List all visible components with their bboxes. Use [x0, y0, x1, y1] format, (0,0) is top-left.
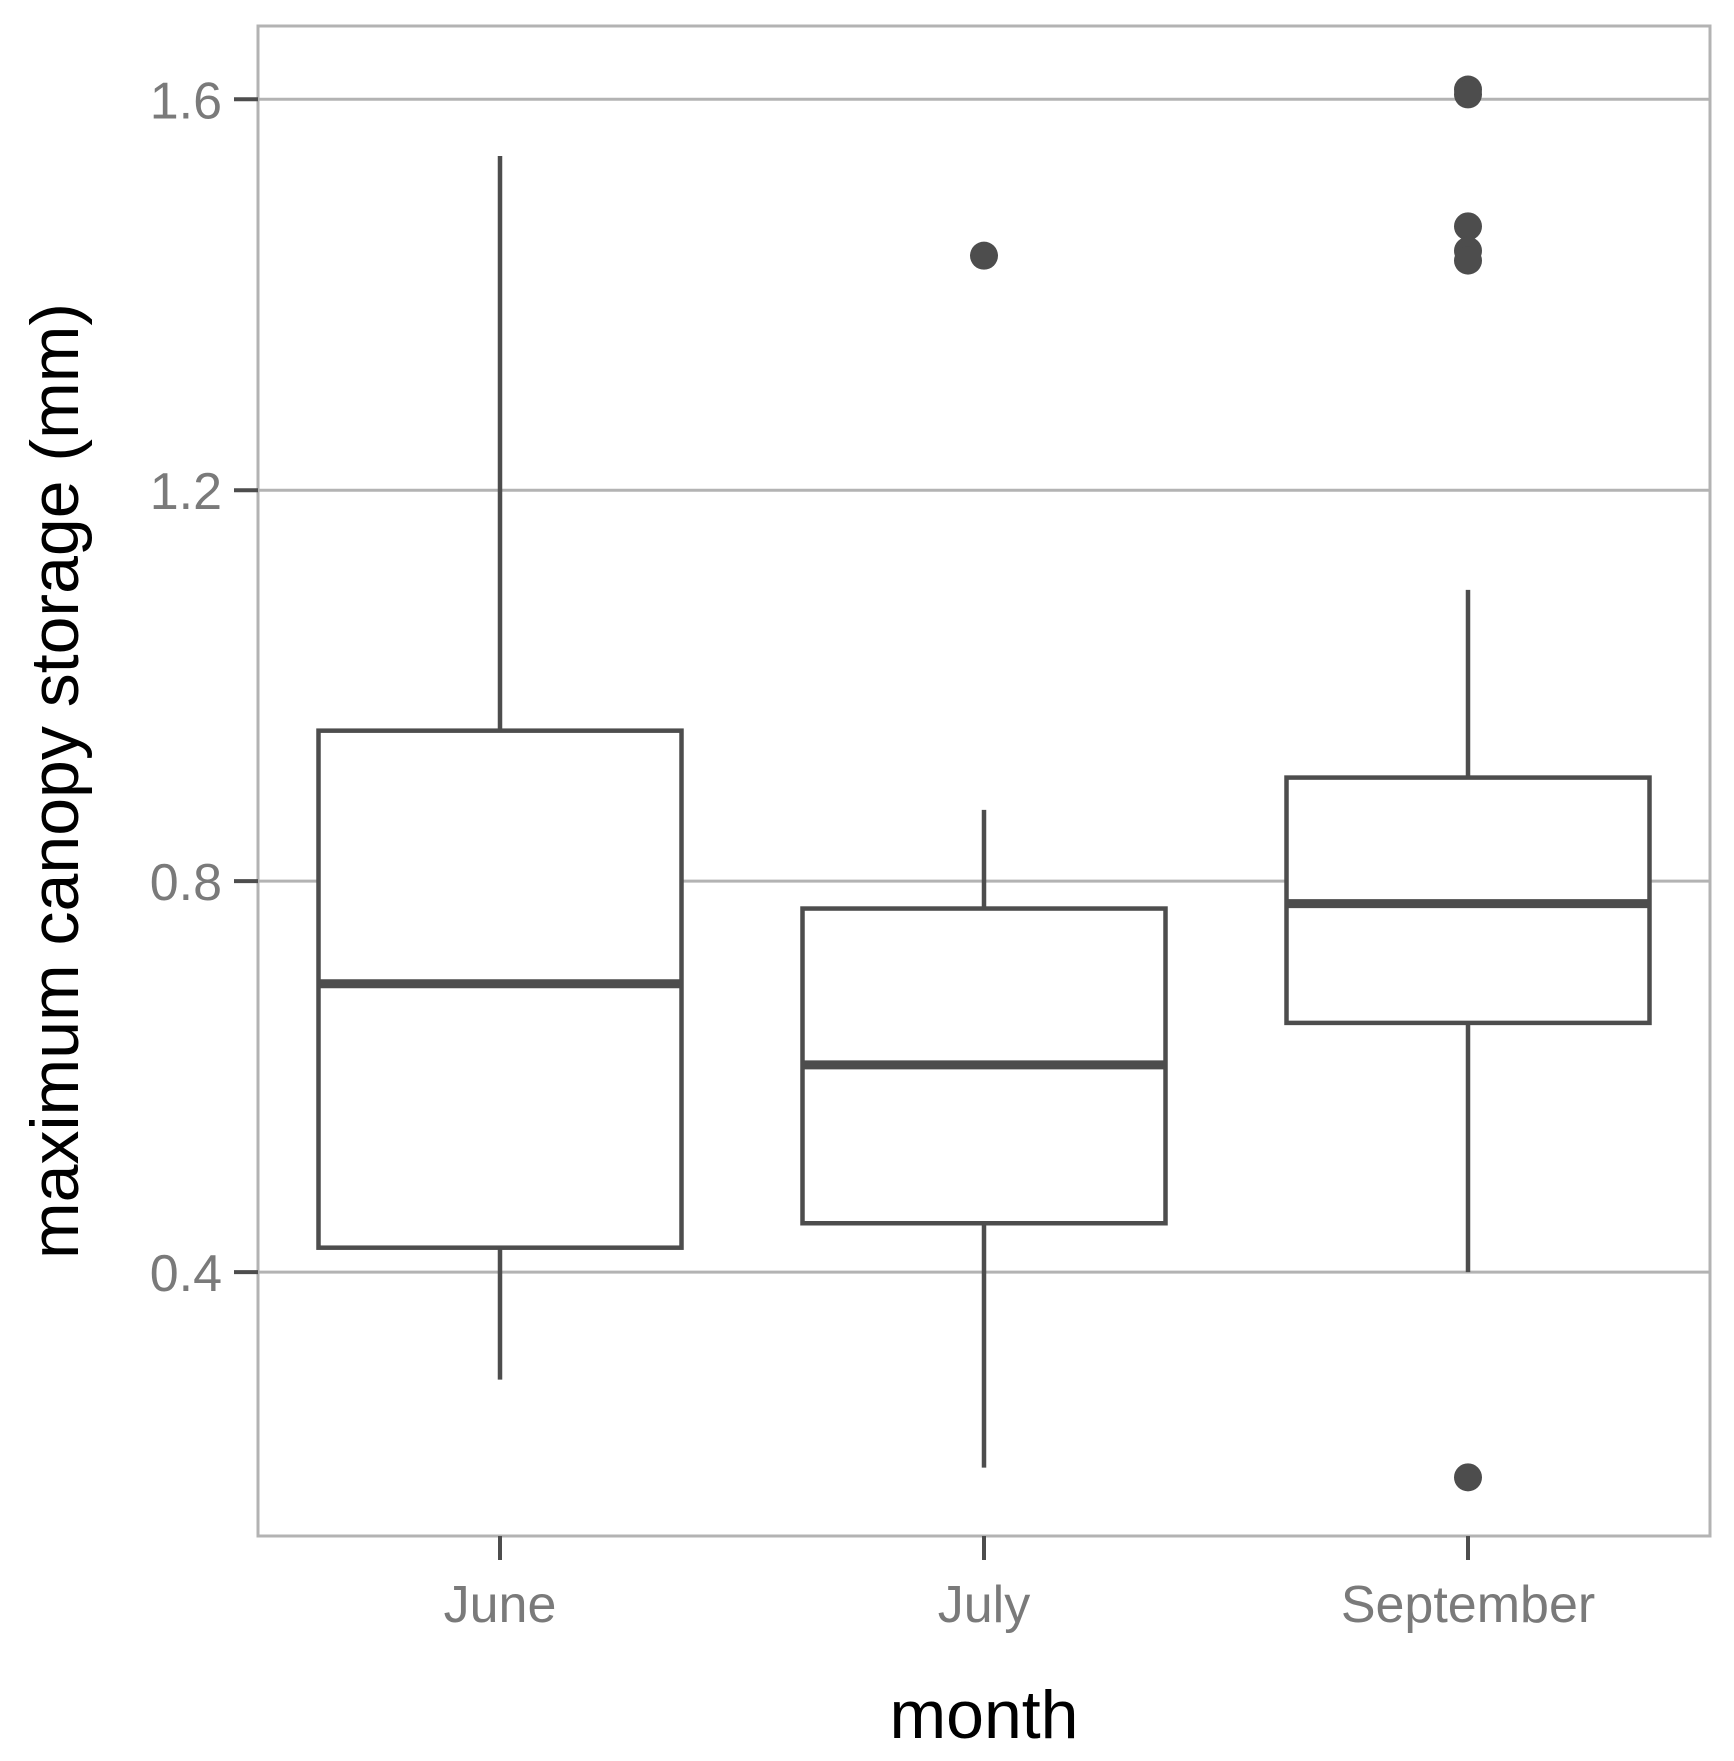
box-july	[800, 241, 1168, 1468]
outlier-point	[1454, 80, 1482, 109]
y-tick-label: 0.8	[150, 854, 222, 912]
x-tick-label: July	[938, 1576, 1030, 1634]
x-axis-title: month	[890, 1677, 1079, 1753]
boxes	[316, 75, 1652, 1492]
y-tick-label: 1.2	[150, 463, 222, 521]
outlier-point	[1454, 212, 1482, 241]
outlier-point	[1454, 1463, 1482, 1492]
axes: 0.4 0.8 1.2 1.6 June July September	[150, 72, 1595, 1634]
x-tick-label: June	[444, 1576, 557, 1634]
y-tick-label: 0.4	[150, 1245, 222, 1303]
iqr-box	[316, 728, 684, 1250]
outlier-point	[970, 241, 998, 270]
y-tick-label: 1.6	[150, 72, 222, 130]
outlier-point	[1454, 246, 1482, 275]
box-june	[316, 155, 684, 1380]
x-tick-label: September	[1341, 1576, 1595, 1634]
y-axis-title: maximum canopy storage (mm)	[17, 303, 93, 1259]
box-september	[1284, 75, 1652, 1492]
